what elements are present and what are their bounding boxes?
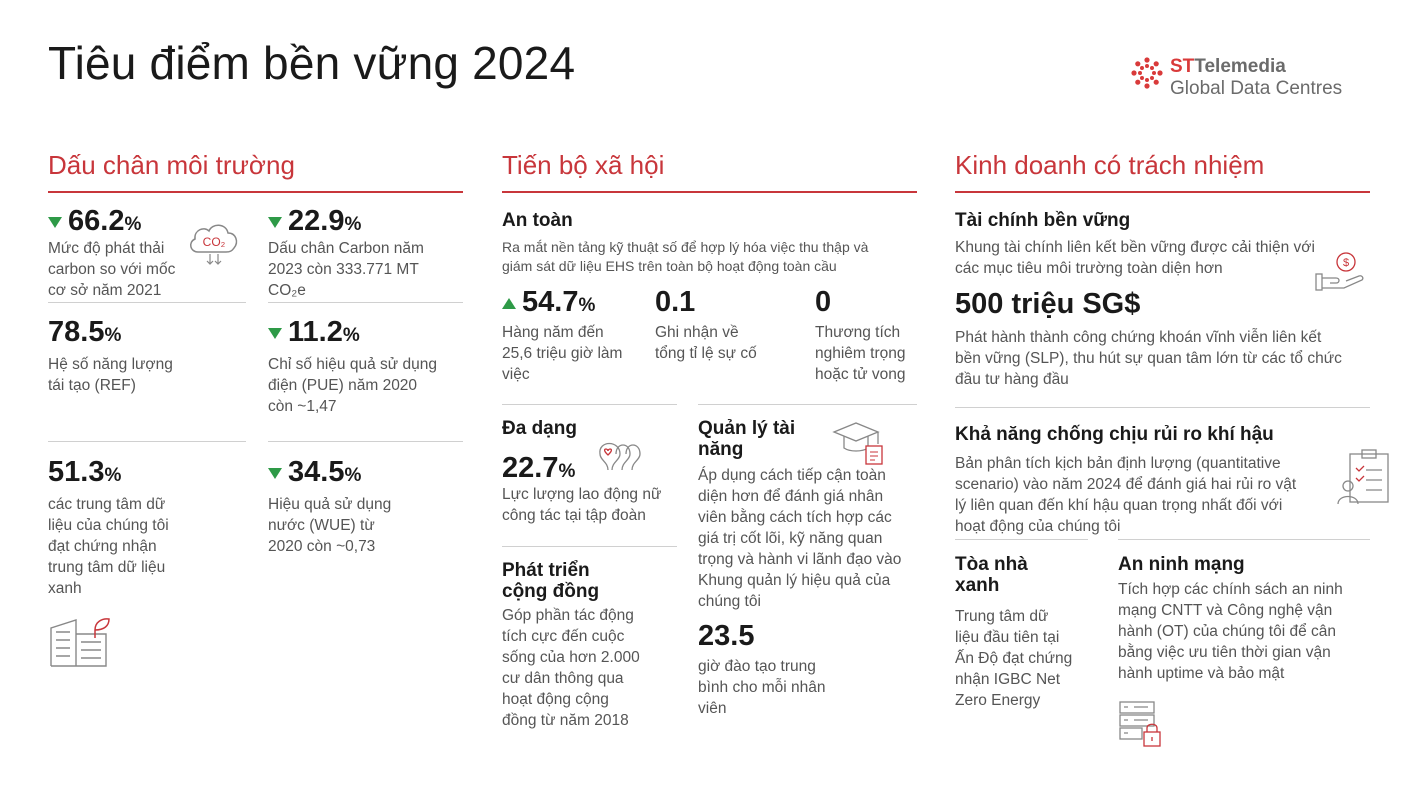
safety-metric-injury: 0 <box>815 286 832 318</box>
divider <box>268 302 463 303</box>
green-building-desc: Trung tâm dữ liệu đầu tiên tại Ấn Độ đạt c… <box>955 608 1073 709</box>
diversity-title: Đa dạng <box>502 418 577 439</box>
cyber-title: An ninh mạng <box>1118 554 1245 575</box>
diversity-desc: Lực lượng lao động nữ công tác tại tập đo… <box>502 486 662 524</box>
divider <box>1118 539 1370 540</box>
company-logo: STTelemedia Global Data Centres <box>1130 56 1370 104</box>
clipboard-person-icon <box>1337 449 1389 505</box>
down-arrow-icon <box>268 468 282 479</box>
finance-metric: 500 triệu SG$ <box>955 288 1141 320</box>
talent-metric-desc: giờ đào tạo trung bình cho mỗi nhân viên <box>698 658 826 717</box>
safety-desc: Ra mắt nền tảng kỹ thuật số để hợp lý hó… <box>502 239 869 274</box>
cyber-desc: Tích hợp các chính sách an ninh mạng CNTT… <box>1118 581 1343 682</box>
social-divider <box>502 191 917 193</box>
page-title: Tiêu điểm bền vững 2024 <box>48 37 576 89</box>
divider <box>698 404 917 405</box>
safety-metric-incident: 0.1 <box>655 286 696 318</box>
community-desc: Góp phần tác động tích cực đến cuộc sống c… <box>502 607 640 729</box>
divider <box>502 546 677 547</box>
divider <box>48 441 246 442</box>
community-title: Phát triển cộng đồng <box>502 560 600 602</box>
green-building-icon <box>50 618 110 667</box>
env-metric-pue-desc: Chỉ số hiệu quả sử dụng điện (PUE) năm 20… <box>268 356 437 415</box>
people-heart-icon <box>599 442 641 471</box>
divider <box>502 404 677 405</box>
env-metric-ref-desc: Hệ số năng lượng tái tạo (REF) <box>48 356 173 394</box>
divider <box>955 407 1370 408</box>
talent-metric: 23.5 <box>698 620 755 652</box>
business-divider <box>955 191 1370 193</box>
svg-text:CO₂: CO₂ <box>203 235 226 249</box>
env-metric-wue: 34.5% <box>268 456 361 489</box>
down-arrow-icon <box>268 217 282 228</box>
social-heading: Tiến bộ xã hội <box>502 150 665 180</box>
env-metric-pue: 11.2% <box>268 316 360 349</box>
env-metric-wue-desc: Hiệu quả sử dụng nước (WUE) từ 2020 còn ~0… <box>268 496 392 555</box>
env-divider <box>48 191 463 193</box>
divider <box>48 302 246 303</box>
server-lock-icon <box>1119 701 1161 747</box>
env-metric-green-dc: 51.3% <box>48 456 122 488</box>
talent-desc: Áp dụng cách tiếp cận toàn diện hơn để đá… <box>698 467 902 610</box>
finance-desc: Khung tài chính liên kết bền vững được c… <box>955 239 1315 277</box>
business-heading: Kinh doanh có trách nhiệm <box>955 150 1265 180</box>
env-metric-carbon-desc: Dấu chân Carbon năm 2023 còn 333.771 MT CO… <box>268 240 424 299</box>
graduation-cap-icon <box>832 422 883 465</box>
safety-metric-hours: 54.7% <box>502 286 595 319</box>
divider <box>955 539 1088 540</box>
down-arrow-icon <box>268 328 282 339</box>
env-metric-emissions: 66.2% <box>48 205 141 238</box>
svg-text:$: $ <box>1343 257 1349 269</box>
safety-title: An toàn <box>502 210 573 231</box>
env-heading: Dấu chân môi trường <box>48 150 295 180</box>
diversity-metric: 22.7% <box>502 452 576 484</box>
safety-metric-injury-desc: Thương tích nghiêm trọng hoặc tử vong <box>815 324 906 383</box>
finance-title: Tài chính bền vững <box>955 210 1131 231</box>
co2-cloud-icon: CO₂ <box>190 224 238 265</box>
env-metric-emissions-desc: Mức độ phát thải carbon so với mốc cơ sở n… <box>48 240 176 299</box>
climate-desc: Bản phân tích kịch bản định lượng (quant… <box>955 455 1297 535</box>
talent-title: Quản lý tài năng <box>698 418 796 460</box>
env-metric-ref: 78.5% <box>48 316 122 348</box>
sunburst-logo-icon <box>1131 57 1163 89</box>
finance-metric-desc: Phát hành thành công chứng khoán vĩnh vi… <box>955 329 1342 388</box>
logo-brand-name: STTelemedia <box>1170 56 1286 77</box>
climate-title: Khả năng chống chịu rủi ro khí hậu <box>955 424 1274 445</box>
env-metric-green-dc-desc: các trung tâm dữ liệu của chúng tôi đạt ch… <box>48 496 169 597</box>
safety-metric-incident-desc: Ghi nhận về tổng tỉ lệ sự cố <box>655 324 757 362</box>
money-hand-icon: $ <box>1315 252 1364 291</box>
green-building-title: Tòa nhà xanh <box>955 554 1028 596</box>
env-metric-carbon: 22.9% <box>268 205 361 238</box>
safety-metric-hours-desc: Hàng năm đến 25,6 triệu giờ làm việc <box>502 324 623 383</box>
logo-tagline: Global Data Centres <box>1170 78 1343 99</box>
divider <box>268 441 463 442</box>
down-arrow-icon <box>48 217 62 228</box>
up-arrow-icon <box>502 298 516 309</box>
